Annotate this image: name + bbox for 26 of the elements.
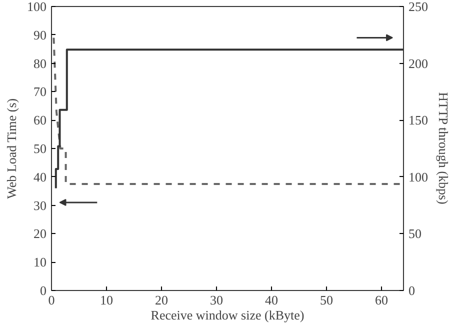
- y2-tick-label: 100: [408, 169, 428, 184]
- y2-axis-title: HTTP through (kbps): [436, 92, 451, 204]
- y-tick-label: 10: [34, 254, 46, 270]
- y-axis-title: Web Load Time (s): [4, 98, 19, 199]
- y-tick-label: 60: [34, 112, 46, 128]
- x-tick-label: 20: [155, 292, 168, 308]
- y2-tick-label: 200: [408, 56, 428, 71]
- x-tick-label: 60: [375, 292, 388, 308]
- x-tick-label: 10: [100, 292, 113, 308]
- y-tick-label: 0: [40, 283, 46, 298]
- y-tick-label: 100: [27, 0, 46, 14]
- x-tick-label: 40: [265, 292, 278, 308]
- y-tick-label: 70: [34, 84, 46, 100]
- y2-tick-label: 50: [408, 226, 422, 242]
- y-tick-label: 90: [34, 27, 46, 42]
- x-tick-label: 50: [320, 292, 333, 308]
- y2-tick-label: 250: [408, 0, 428, 14]
- y-tick-label: 30: [34, 198, 46, 213]
- x-axis-title: Receive window size (kByte): [150, 308, 304, 322]
- x-tick-label: 30: [210, 292, 223, 308]
- y-tick-label: 80: [34, 56, 46, 71]
- y-tick-label: 40: [34, 169, 46, 184]
- y-tick-label: 20: [34, 226, 46, 242]
- y-tick-label: 50: [34, 141, 46, 156]
- y2-tick-label: 0: [408, 283, 415, 298]
- y2-tick-label: 150: [408, 112, 428, 128]
